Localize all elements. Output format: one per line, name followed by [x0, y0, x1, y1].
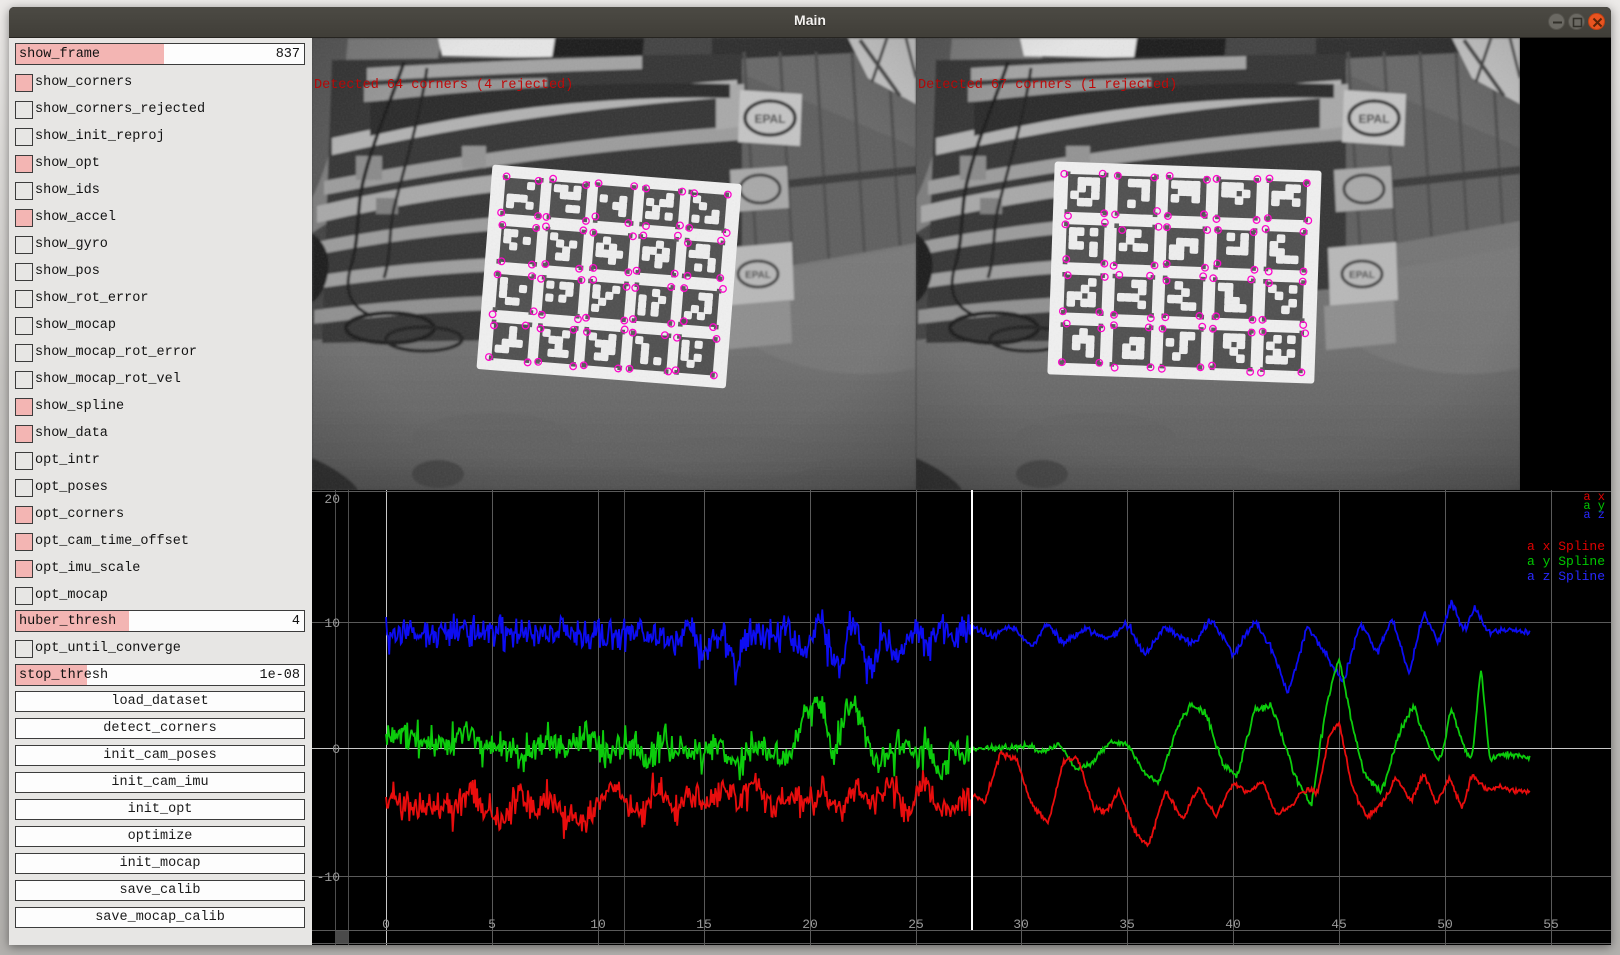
svg-text:25: 25: [908, 917, 924, 932]
svg-text:20: 20: [324, 492, 340, 507]
svg-text:a x Spline: a x Spline: [1527, 539, 1605, 554]
svg-text:a y Spline: a y Spline: [1527, 554, 1605, 569]
svg-text:a y: a y: [1583, 499, 1605, 513]
svg-text:a z: a z: [1583, 508, 1605, 522]
svg-text:15: 15: [696, 917, 712, 932]
svg-text:-10: -10: [317, 870, 340, 885]
svg-text:a x: a x: [1583, 490, 1605, 504]
svg-text:a z Spline: a z Spline: [1527, 569, 1605, 584]
svg-text:55: 55: [1543, 917, 1559, 932]
svg-text:20: 20: [802, 917, 818, 932]
svg-text:30: 30: [1013, 917, 1029, 932]
svg-text:10: 10: [324, 616, 340, 631]
svg-text:35: 35: [1119, 917, 1135, 932]
svg-text:10: 10: [590, 917, 606, 932]
svg-text:45: 45: [1331, 917, 1347, 932]
svg-text:0: 0: [332, 742, 340, 757]
svg-text:50: 50: [1437, 917, 1453, 932]
svg-text:40: 40: [1225, 917, 1241, 932]
svg-text:5: 5: [488, 917, 496, 932]
svg-text:0: 0: [382, 917, 390, 932]
